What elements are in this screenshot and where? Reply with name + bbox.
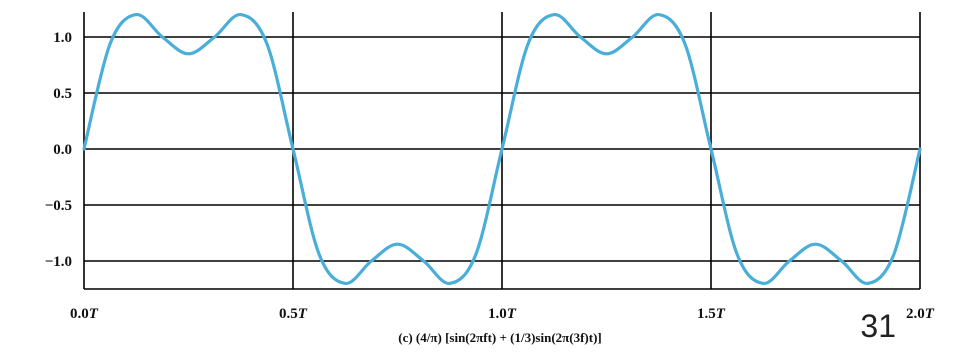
x-tick-label: 1.0T	[488, 306, 517, 322]
x-tick-label: 2.0T	[906, 306, 935, 322]
y-tick-label: −0.5	[45, 198, 72, 214]
y-tick-label: 0.5	[53, 86, 72, 102]
y-tick-label: 0.0	[53, 142, 72, 158]
chart-caption: (c) (4/π) [sin(2πft) + (1/3)sin(2π(3f)t)…	[398, 330, 602, 345]
y-tick-label: −1.0	[45, 254, 72, 270]
x-tick-labels: 0.0T 0.5T 1.0T 1.5T 2.0T	[70, 306, 935, 322]
page-number: 31	[860, 308, 896, 344]
x-tick-label: 0.0T	[70, 306, 99, 322]
series-line	[82, 13, 922, 285]
x-tick-label: 1.5T	[697, 306, 726, 322]
y-tick-label: 1.0	[53, 30, 72, 46]
y-tick-labels: 1.0 0.5 0.0 −0.5 −1.0	[45, 30, 72, 270]
x-tick-label: 0.5T	[279, 306, 308, 322]
